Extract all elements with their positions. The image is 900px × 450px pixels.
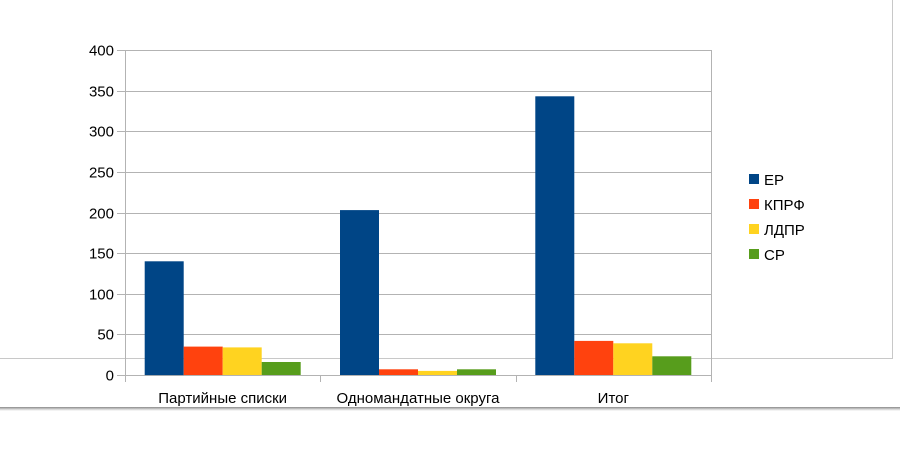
tick-labels: 0 50 100 150 200 250 300 350 400 Партийные списки… [89, 43, 630, 408]
chart-frame-bottom-border [0, 358, 893, 359]
legend-swatch-ЛДПР [749, 224, 759, 234]
x-tick-label: Итог [598, 390, 630, 407]
bar-КПРФ [574, 340, 614, 375]
x-tick-label: Одномандатные округа [337, 390, 501, 407]
legend: ЕР КПРФ ЛДПР СР [749, 172, 805, 264]
y-tick-label: 300 [89, 124, 114, 141]
y-tick-label: 50 [97, 327, 114, 344]
bar-СР [652, 356, 692, 375]
legend-swatch-ЕР [749, 174, 759, 184]
legend-label-ЕР: ЕР [764, 172, 784, 189]
bar-ЕР [144, 261, 184, 376]
y-tick-label: 100 [89, 287, 114, 304]
legend-label-ЛДПР: ЛДПР [764, 222, 805, 239]
legend-swatch-КПРФ [749, 199, 759, 209]
page-edge-shadow [0, 407, 900, 411]
bar-КПРФ [183, 346, 223, 375]
y-tick-label: 150 [89, 246, 114, 263]
bar-ЛДПР [418, 370, 457, 375]
legend-label-КПРФ: КПРФ [764, 197, 805, 214]
y-tick-label: 350 [89, 84, 114, 101]
bar-ЕР [340, 210, 379, 375]
axes [117, 50, 712, 382]
bar-ЛДПР [222, 347, 262, 375]
chart-frame-right-border [892, 0, 893, 358]
y-tick-label: 250 [89, 165, 114, 182]
x-tick-label: Партийные списки [158, 390, 287, 407]
bar-ЕР [535, 96, 575, 376]
bar-СР [261, 362, 301, 375]
gridlines [125, 50, 711, 335]
y-tick-label: 200 [89, 206, 114, 223]
y-tick-label: 400 [89, 43, 114, 60]
bars [144, 96, 692, 376]
bar-КПРФ [379, 369, 418, 375]
bar-ЛДПР [613, 343, 653, 375]
bar-СР [457, 369, 496, 375]
y-tick-label: 0 [106, 368, 114, 385]
legend-label-СР: СР [764, 247, 785, 264]
legend-swatch-СР [749, 249, 759, 259]
